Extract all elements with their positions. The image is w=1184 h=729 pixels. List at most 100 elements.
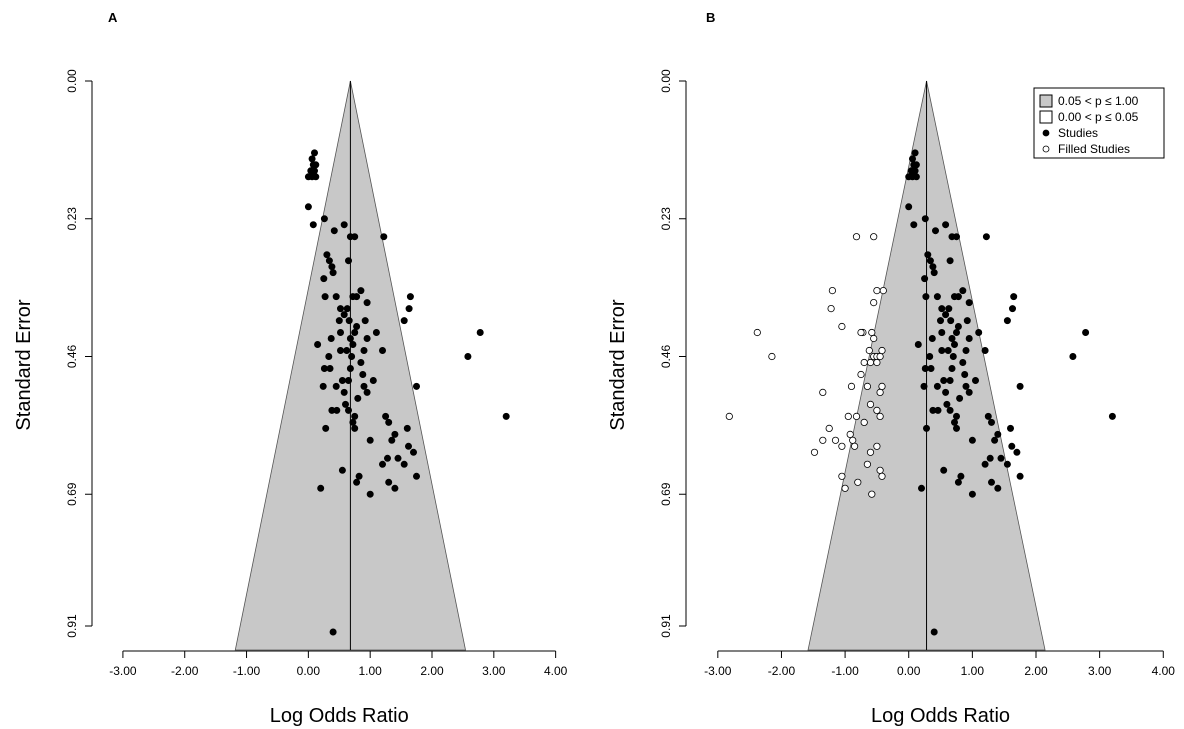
study-point (343, 305, 351, 313)
filled-study-point (870, 334, 878, 343)
study-point (349, 293, 357, 301)
study-point (329, 628, 337, 636)
study-point (946, 257, 954, 265)
study-point (310, 167, 318, 175)
study-point (954, 478, 962, 486)
legend-marker (1042, 145, 1050, 153)
study-point (341, 400, 349, 408)
study-point (968, 490, 976, 498)
study-point (412, 472, 420, 480)
study-point (930, 628, 938, 636)
study-point (340, 221, 348, 229)
study-point (338, 466, 346, 474)
filled-study-point (868, 490, 876, 498)
filled-study-point (876, 388, 884, 396)
study-point (946, 376, 954, 384)
filled-study-point (819, 436, 827, 444)
study-point (962, 346, 970, 354)
x-tick-label: 0.00 (297, 664, 321, 678)
x-tick-label: 2.00 (420, 664, 444, 678)
y-tick-label: 0.46 (65, 344, 79, 368)
legend-box (1033, 87, 1165, 159)
study-point (382, 412, 390, 420)
study-point (954, 322, 962, 330)
filled-study-point (865, 346, 873, 355)
study-point (942, 311, 950, 319)
study-point (378, 460, 386, 468)
x-tick-label: -2.00 (768, 664, 796, 678)
study-point (994, 430, 1002, 438)
filled-study-point (878, 382, 886, 390)
study-point (333, 406, 341, 414)
study-point (343, 346, 351, 354)
filled-study-point (838, 472, 846, 480)
y-tick-label: 0.91 (659, 614, 673, 638)
study-point (930, 269, 938, 277)
filled-study-point (854, 478, 862, 486)
study-point (391, 484, 399, 492)
filled-study-point (866, 448, 875, 456)
filled-study-point (870, 298, 878, 307)
study-point (1003, 460, 1011, 468)
filled-study-point (819, 388, 827, 396)
study-point (949, 352, 957, 360)
study-point (394, 454, 402, 462)
filled-study-point (860, 418, 868, 426)
filled-study-point (831, 436, 840, 444)
study-point (931, 227, 939, 235)
study-point (385, 478, 393, 486)
study-point (959, 358, 967, 366)
study-point (340, 311, 348, 319)
x-axis-label: Log Odds Ratio (270, 705, 409, 727)
study-point (308, 173, 316, 181)
study-point (943, 400, 951, 408)
y-axis-label: Standard Error (607, 299, 629, 431)
study-point (1016, 382, 1024, 390)
study-point (351, 412, 359, 420)
study-point (968, 436, 976, 444)
study-point (934, 406, 942, 414)
x-tick-label: 4.00 (544, 664, 568, 678)
filled-study-point (863, 382, 872, 390)
study-point (959, 287, 967, 295)
study-point (325, 352, 333, 360)
study-point (309, 221, 317, 229)
filled-study-point (876, 352, 884, 361)
x-ticks: -3.00 -2.00 -1.00 0.00 1.00 2.00 3.00 4.00 (109, 651, 568, 678)
study-point (383, 454, 391, 462)
study-point (984, 412, 992, 420)
study-point (940, 466, 948, 474)
study-point (353, 478, 361, 486)
study-point (338, 376, 346, 384)
study-point (344, 406, 352, 414)
study-point (380, 233, 388, 241)
study-point (911, 149, 919, 157)
study-point (400, 460, 408, 468)
filled-study-point (876, 466, 884, 474)
study-point (329, 269, 337, 277)
study-point (355, 472, 363, 480)
filled-study-point (753, 328, 761, 337)
x-tick-label: -3.00 (704, 664, 732, 678)
filled-study-point (873, 406, 881, 414)
study-point (1010, 293, 1018, 301)
filled-study-point (827, 304, 835, 313)
study-point (330, 227, 338, 235)
filled-study-point (838, 442, 846, 450)
study-point (962, 382, 970, 390)
study-point (344, 257, 352, 265)
study-point (321, 293, 329, 301)
study-point (926, 352, 934, 360)
study-point (366, 436, 374, 444)
study-point (938, 346, 946, 354)
panel-label: B (706, 10, 715, 25)
y-tick-label: 0.00 (659, 69, 673, 93)
study-point (921, 275, 929, 283)
filled-study-point (866, 400, 875, 408)
filled-study-point (841, 484, 849, 492)
study-point (348, 352, 356, 360)
study-point (353, 322, 361, 330)
study-point (926, 257, 934, 265)
study-point (388, 436, 396, 444)
study-point (372, 328, 380, 336)
